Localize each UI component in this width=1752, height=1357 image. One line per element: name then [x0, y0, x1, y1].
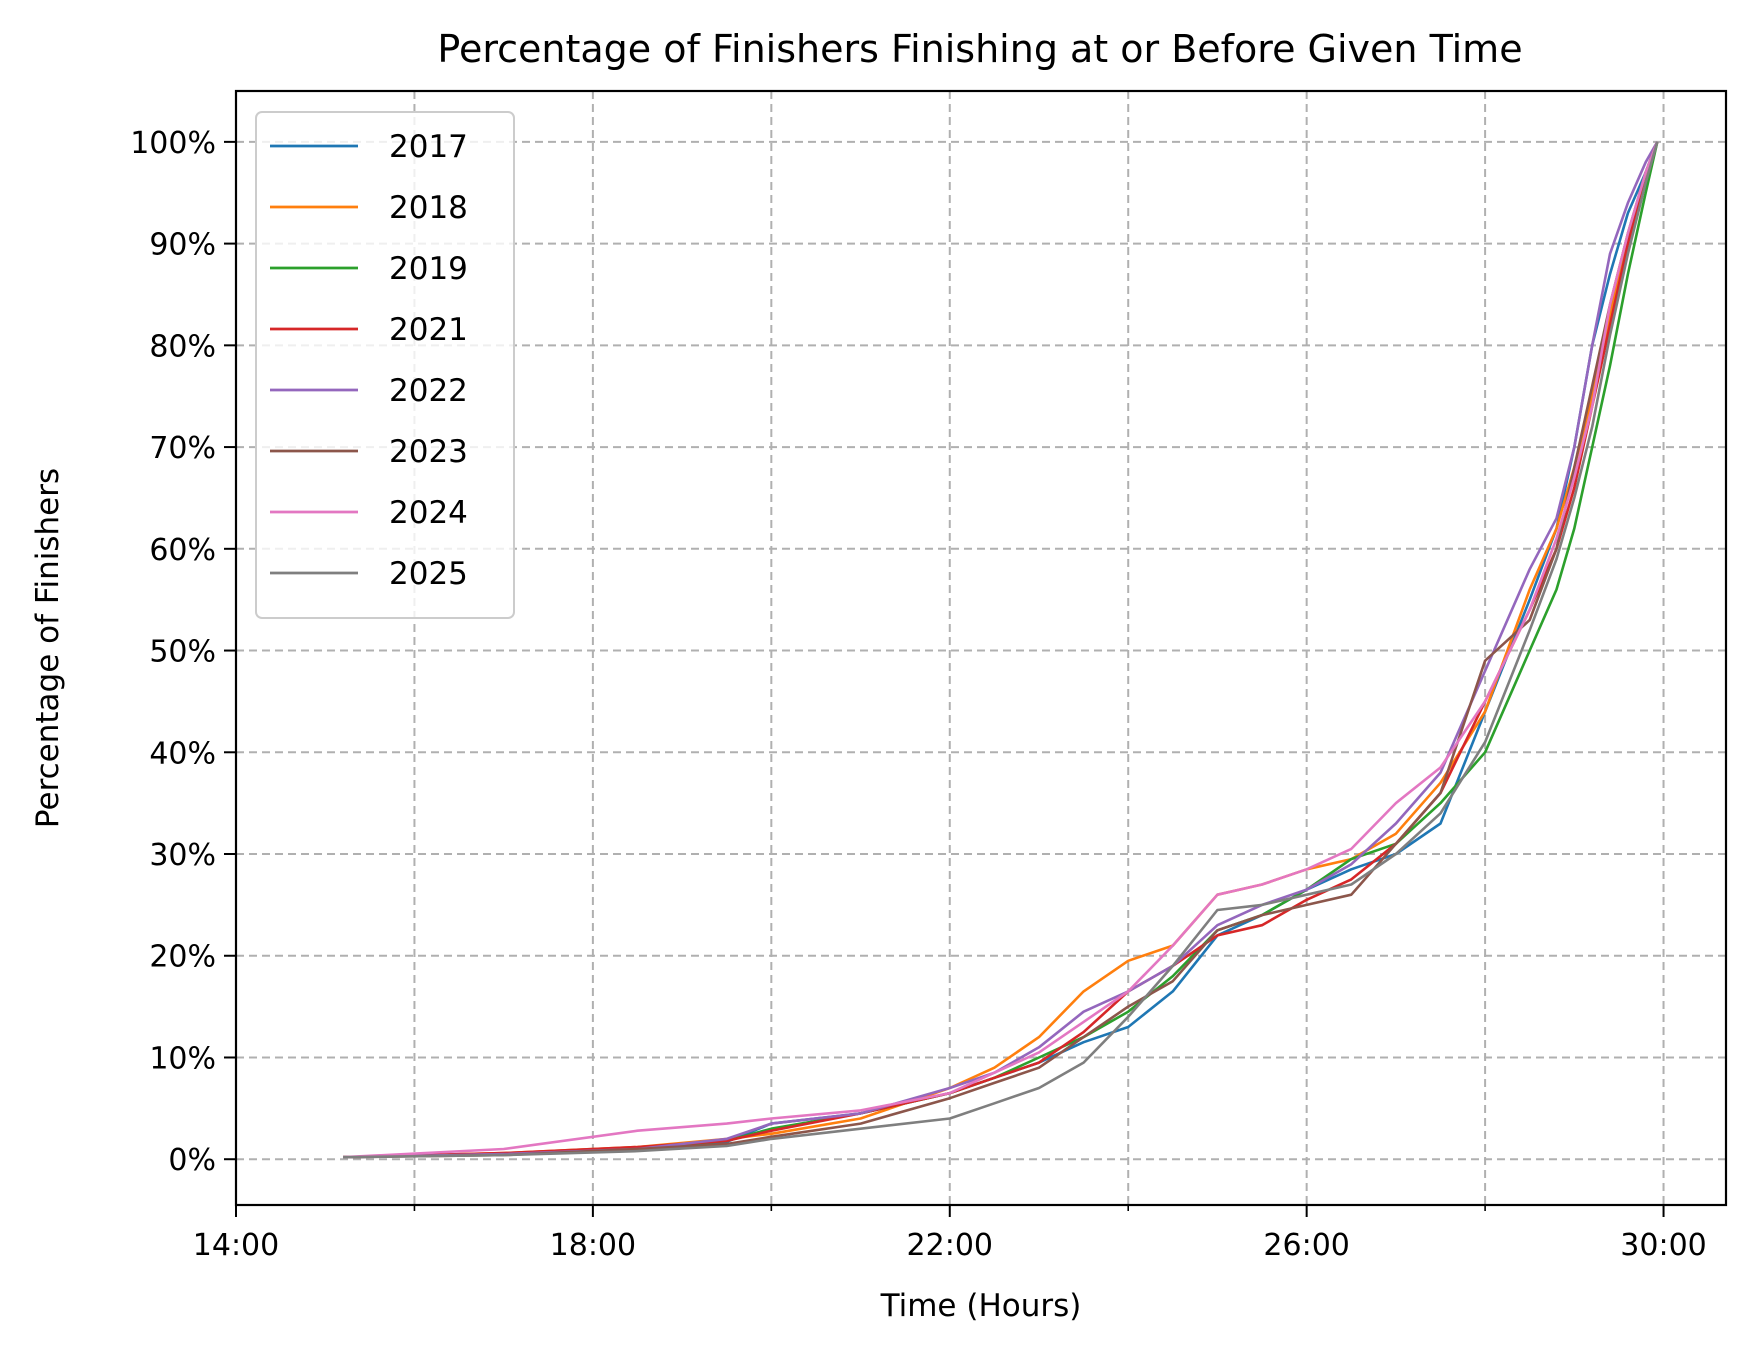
- legend-label-2023: 2023: [389, 434, 468, 470]
- x-axis-label: Time (Hours): [880, 1288, 1082, 1324]
- legend-label-2024: 2024: [389, 495, 468, 531]
- x-tick-label: 22:00: [907, 1228, 993, 1263]
- x-tick-label: 26:00: [1263, 1228, 1349, 1263]
- series-line-2024: [343, 141, 1659, 1159]
- series-group: [343, 141, 1659, 1159]
- y-tick-label: 10%: [149, 1041, 216, 1076]
- legend-label-2018: 2018: [389, 190, 468, 226]
- series-line-2023: [343, 141, 1659, 1159]
- legend-label-2019: 2019: [389, 251, 468, 287]
- legend-label-2021: 2021: [389, 312, 468, 348]
- x-tick-label: 30:00: [1620, 1228, 1706, 1263]
- y-tick-label: 80%: [149, 329, 216, 364]
- y-tick-label: 30%: [149, 838, 216, 873]
- legend-label-2025: 2025: [389, 556, 468, 592]
- legend-label-2022: 2022: [389, 373, 468, 409]
- plot-frame: [234, 89, 1728, 1207]
- y-tick-label: 60%: [149, 533, 216, 568]
- legend: 2017 2018 2019 2021 2022 2023 2024 2025: [255, 111, 515, 619]
- legend-box: [255, 111, 515, 619]
- y-axis-label: Percentage of Finishers: [30, 468, 66, 828]
- y-tick-label: 40%: [149, 736, 216, 771]
- y-tick-label: 20%: [149, 940, 216, 975]
- series-line-2025: [343, 141, 1659, 1159]
- y-tick-label: 50%: [149, 635, 216, 670]
- chart-title: Percentage of Finishers Finishing at or …: [437, 27, 1522, 71]
- y-tick-label: 100%: [130, 126, 216, 161]
- ticks: 14:00 18:00 22:00 26:00 30:00 0% 10% 20% 30% 40% 5…: [130, 126, 1707, 1263]
- y-tick-label: 0%: [168, 1143, 216, 1178]
- legend-label-2017: 2017: [389, 129, 468, 165]
- x-tick-label: 14:00: [193, 1228, 279, 1263]
- y-tick-label: 70%: [149, 431, 216, 466]
- y-tick-label: 90%: [149, 228, 216, 263]
- x-tick-label: 18:00: [550, 1228, 636, 1263]
